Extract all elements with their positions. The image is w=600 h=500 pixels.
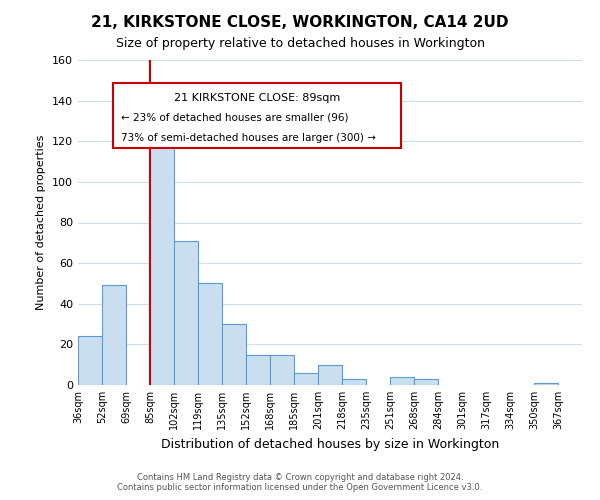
Text: 21 KIRKSTONE CLOSE: 89sqm: 21 KIRKSTONE CLOSE: 89sqm (174, 92, 340, 102)
Bar (270, 354, 294, 385)
Bar (390, 377, 414, 385)
Bar (318, 364, 342, 385)
Text: ← 23% of detached houses are smaller (96): ← 23% of detached houses are smaller (96… (121, 112, 349, 122)
Bar (150, 113, 174, 385)
Bar (342, 379, 366, 385)
Text: 21, KIRKSTONE CLOSE, WORKINGTON, CA14 2UD: 21, KIRKSTONE CLOSE, WORKINGTON, CA14 2U… (91, 15, 509, 30)
Text: Contains HM Land Registry data © Crown copyright and database right 2024.
Contai: Contains HM Land Registry data © Crown c… (118, 473, 482, 492)
Text: Size of property relative to detached houses in Workington: Size of property relative to detached ho… (115, 38, 485, 51)
Bar (222, 324, 246, 385)
Bar (78, 336, 102, 385)
FancyBboxPatch shape (113, 82, 401, 148)
Bar (174, 241, 198, 385)
Bar (102, 286, 126, 385)
Bar (534, 383, 558, 385)
Bar (294, 373, 318, 385)
Bar (414, 379, 438, 385)
Bar (246, 354, 270, 385)
Text: 73% of semi-detached houses are larger (300) →: 73% of semi-detached houses are larger (… (121, 133, 376, 143)
X-axis label: Distribution of detached houses by size in Workington: Distribution of detached houses by size … (161, 438, 499, 450)
Bar (198, 284, 222, 385)
Y-axis label: Number of detached properties: Number of detached properties (37, 135, 46, 310)
